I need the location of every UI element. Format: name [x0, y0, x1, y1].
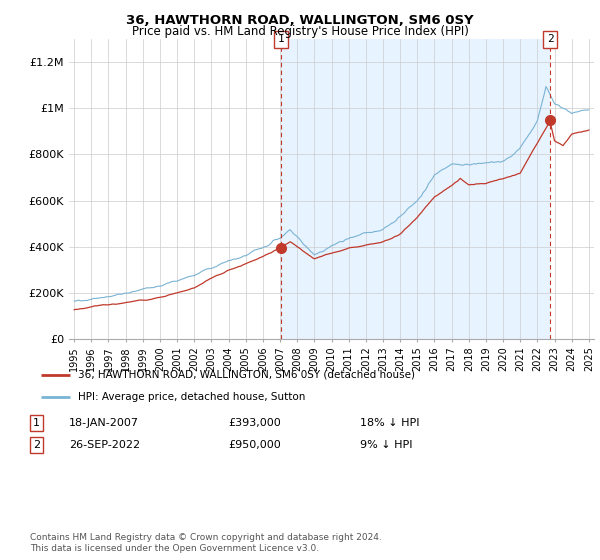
Bar	[281, 39, 550, 339]
Text: £950,000: £950,000	[228, 440, 281, 450]
Text: 18% ↓ HPI: 18% ↓ HPI	[360, 418, 419, 428]
Text: 2: 2	[547, 34, 553, 44]
Text: 1: 1	[278, 34, 284, 44]
Text: £393,000: £393,000	[228, 418, 281, 428]
Text: 1: 1	[33, 418, 40, 428]
Text: Contains HM Land Registry data © Crown copyright and database right 2024.
This d: Contains HM Land Registry data © Crown c…	[30, 533, 382, 553]
Text: 9% ↓ HPI: 9% ↓ HPI	[360, 440, 413, 450]
Text: 36, HAWTHORN ROAD, WALLINGTON, SM6 0SY: 36, HAWTHORN ROAD, WALLINGTON, SM6 0SY	[126, 14, 474, 27]
Text: 2: 2	[33, 440, 40, 450]
Text: HPI: Average price, detached house, Sutton: HPI: Average price, detached house, Sutt…	[77, 392, 305, 402]
Text: 26-SEP-2022: 26-SEP-2022	[69, 440, 140, 450]
Text: 18-JAN-2007: 18-JAN-2007	[69, 418, 139, 428]
Text: Price paid vs. HM Land Registry's House Price Index (HPI): Price paid vs. HM Land Registry's House …	[131, 25, 469, 38]
Text: 36, HAWTHORN ROAD, WALLINGTON, SM6 0SY (detached house): 36, HAWTHORN ROAD, WALLINGTON, SM6 0SY (…	[77, 370, 415, 380]
